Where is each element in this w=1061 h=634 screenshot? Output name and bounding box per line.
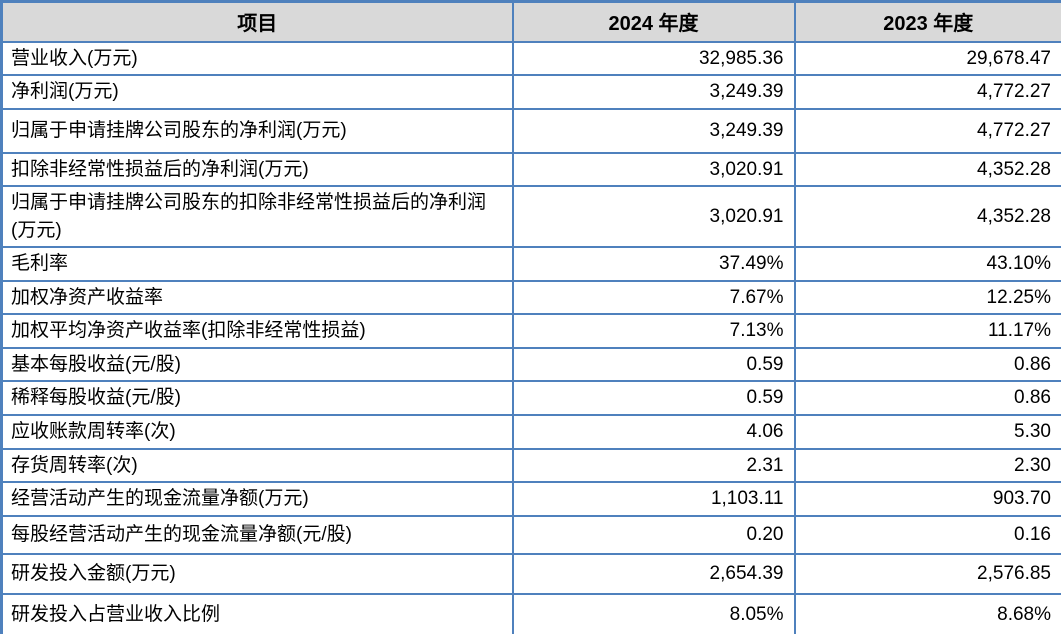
value-2024-cell: 8.05% — [511, 592, 796, 634]
table-row: 扣除非经常性损益后的净利润(万元) 3,020.91 4,352.28 — [0, 151, 1061, 188]
table-row: 经营活动产生的现金流量净额(万元) 1,103.11 903.70 — [0, 481, 1061, 517]
item-label-cell: 经营活动产生的现金流量净额(万元) — [0, 481, 514, 517]
table-row: 稀释每股收益(元/股) 0.59 0.86 — [0, 380, 1061, 416]
table-row: 每股经营活动产生的现金流量净额(元/股) 0.20 0.16 — [0, 514, 1061, 555]
value-2024-cell: 2,654.39 — [511, 552, 796, 595]
table-row: 净利润(万元) 3,249.39 4,772.27 — [0, 74, 1061, 110]
item-label-cell: 加权平均净资产收益率(扣除非经常性损益) — [0, 313, 514, 349]
value-2024-cell: 7.13% — [511, 313, 796, 349]
item-label-cell: 存货周转率(次) — [0, 447, 514, 484]
item-label-cell: 归属于申请挂牌公司股东的净利润(万元) — [0, 107, 514, 154]
value-2023-cell: 0.86 — [793, 346, 1061, 383]
value-2023-cell: 5.30 — [793, 413, 1061, 450]
value-2023-cell: 0.86 — [793, 380, 1061, 416]
table-row: 研发投入金额(万元) 2,654.39 2,576.85 — [0, 552, 1061, 595]
item-label-cell: 应收账款周转率(次) — [0, 413, 514, 450]
item-label-cell: 净利润(万元) — [0, 74, 514, 110]
value-2023-cell: 4,772.27 — [793, 107, 1061, 154]
table-body: 营业收入(万元) 32,985.36 29,678.47 净利润(万元) 3,249.3… — [0, 40, 1061, 634]
value-2023-cell: 4,352.28 — [793, 151, 1061, 188]
item-label-cell: 扣除非经常性损益后的净利润(万元) — [0, 151, 514, 188]
item-label-cell: 稀释每股收益(元/股) — [0, 380, 514, 416]
value-2023-cell: 0.16 — [793, 514, 1061, 555]
value-2024-cell: 2.31 — [511, 447, 796, 484]
value-2024-cell: 7.67% — [511, 279, 796, 316]
table-row: 加权平均净资产收益率(扣除非经常性损益) 7.13% 11.17% — [0, 313, 1061, 349]
value-2024-cell: 3,249.39 — [511, 74, 796, 110]
value-2023-cell: 4,772.27 — [793, 74, 1061, 110]
item-label-cell: 每股经营活动产生的现金流量净额(元/股) — [0, 514, 514, 555]
value-2023-cell: 8.68% — [793, 592, 1061, 634]
item-label-cell: 研发投入金额(万元) — [0, 552, 514, 595]
value-2023-cell: 11.17% — [793, 313, 1061, 349]
table-row: 应收账款周转率(次) 4.06 5.30 — [0, 413, 1061, 450]
value-2023-cell: 43.10% — [793, 246, 1061, 282]
value-2023-cell: 4,352.28 — [793, 185, 1061, 249]
value-2023-cell: 12.25% — [793, 279, 1061, 316]
value-2024-cell: 0.59 — [511, 346, 796, 383]
column-header-2024: 2024 年度 — [511, 0, 796, 43]
table-row: 归属于申请挂牌公司股东的扣除非经常性损益后的净利润(万元) 3,020.91 4,3… — [0, 185, 1061, 249]
table-row: 毛利率 37.49% 43.10% — [0, 246, 1061, 282]
item-label-cell: 归属于申请挂牌公司股东的扣除非经常性损益后的净利润(万元) — [0, 185, 514, 249]
table-row: 归属于申请挂牌公司股东的净利润(万元) 3,249.39 4,772.27 — [0, 107, 1061, 154]
header-row: 项目 2024 年度 2023 年度 — [0, 0, 1061, 43]
value-2024-cell: 32,985.36 — [511, 40, 796, 77]
item-label-cell: 加权净资产收益率 — [0, 279, 514, 316]
value-2024-cell: 0.20 — [511, 514, 796, 555]
value-2023-cell: 903.70 — [793, 481, 1061, 517]
item-label-cell: 毛利率 — [0, 246, 514, 282]
value-2024-cell: 3,249.39 — [511, 107, 796, 154]
value-2023-cell: 2,576.85 — [793, 552, 1061, 595]
value-2024-cell: 1,103.11 — [511, 481, 796, 517]
value-2023-cell: 2.30 — [793, 447, 1061, 484]
table-row: 加权净资产收益率 7.67% 12.25% — [0, 279, 1061, 316]
value-2024-cell: 37.49% — [511, 246, 796, 282]
table-row: 营业收入(万元) 32,985.36 29,678.47 — [0, 40, 1061, 77]
table-row: 研发投入占营业收入比例 8.05% 8.68% — [0, 592, 1061, 634]
value-2023-cell: 29,678.47 — [793, 40, 1061, 77]
item-label-cell: 研发投入占营业收入比例 — [0, 592, 514, 634]
table-row: 存货周转率(次) 2.31 2.30 — [0, 447, 1061, 484]
value-2024-cell: 0.59 — [511, 380, 796, 416]
item-label-cell: 基本每股收益(元/股) — [0, 346, 514, 383]
value-2024-cell: 3,020.91 — [511, 185, 796, 249]
value-2024-cell: 4.06 — [511, 413, 796, 450]
value-2024-cell: 3,020.91 — [511, 151, 796, 188]
item-label-cell: 营业收入(万元) — [0, 40, 514, 77]
column-header-item: 项目 — [0, 0, 514, 43]
column-header-2023: 2023 年度 — [793, 0, 1061, 43]
table-row: 基本每股收益(元/股) 0.59 0.86 — [0, 346, 1061, 383]
